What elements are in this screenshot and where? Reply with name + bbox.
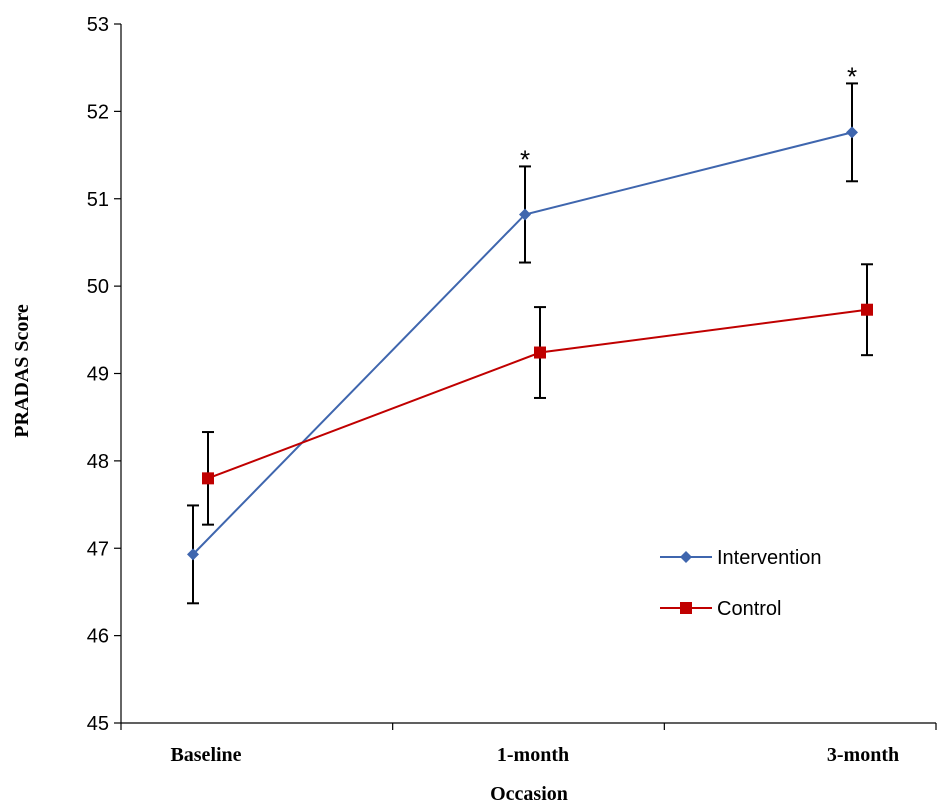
legend-marker-square [680, 602, 692, 614]
legend-label: Control [717, 598, 781, 620]
y-tick-label: 48 [87, 451, 109, 473]
y-tick-label: 50 [87, 276, 109, 298]
x-axis-title: Occasion [490, 783, 568, 805]
y-tick-label: 46 [87, 626, 109, 648]
significance-asterisk: * [847, 61, 857, 91]
annotation-layer: ** [520, 61, 857, 174]
series-line [192, 131, 853, 556]
y-tick-label: 49 [87, 364, 109, 386]
x-category-label: 1-month [497, 744, 569, 766]
x-category-label: Baseline [170, 744, 241, 766]
data-point-diamond [187, 548, 199, 561]
data-point-diamond [846, 126, 858, 139]
x-category-label: 3-month [827, 744, 899, 766]
legend-label: Intervention [717, 547, 822, 569]
y-tick-label: 52 [87, 101, 109, 123]
series-layer [187, 82, 873, 605]
data-point-diamond [519, 208, 531, 221]
significance-asterisk: * [520, 144, 530, 174]
y-axis-title: PRADAS Score [11, 304, 33, 438]
y-tick-label: 53 [87, 14, 109, 36]
series-control [202, 263, 873, 526]
legend-item: Intervention [660, 547, 822, 569]
data-point-square [534, 346, 546, 359]
series-line [207, 308, 868, 480]
legend-item: Control [660, 598, 781, 620]
x-axis: Baseline 1-month 3-month [120, 722, 937, 766]
y-tick-label: 51 [87, 189, 109, 211]
legend: Intervention Control [660, 547, 822, 620]
y-tick-label: 47 [87, 538, 109, 560]
y-tick-label: 45 [87, 713, 109, 735]
data-point-square [861, 303, 873, 316]
y-axis: 45 46 47 48 49 50 51 52 53 [87, 14, 122, 735]
legend-marker-diamond [680, 551, 692, 563]
data-point-square [202, 472, 214, 485]
